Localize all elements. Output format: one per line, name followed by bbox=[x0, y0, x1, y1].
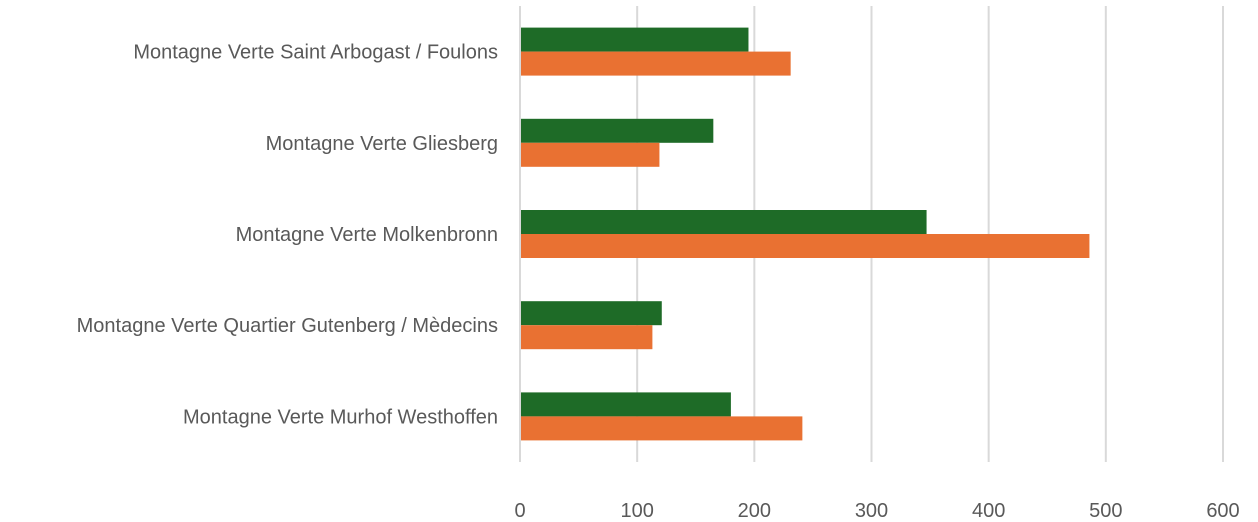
category-label: Montagne Verte Murhof Westhoffen bbox=[183, 406, 498, 428]
category-label: Montagne Verte Molkenbronn bbox=[236, 224, 498, 246]
x-tick-label: 300 bbox=[855, 500, 888, 522]
bar-series-1 bbox=[521, 27, 749, 52]
category-label: Montagne Verte Saint Arbogast / Foulons bbox=[133, 42, 498, 64]
x-tick-label: 200 bbox=[738, 500, 771, 522]
bar-series-2 bbox=[521, 416, 803, 441]
bar-series-2 bbox=[521, 234, 1090, 258]
x-axis-tick-labels: 0 100 200 300 400 500 600 bbox=[514, 500, 1239, 522]
x-tick-label: 600 bbox=[1206, 500, 1239, 522]
x-tick-label: 100 bbox=[620, 500, 653, 522]
bar-series-2 bbox=[521, 142, 660, 167]
bar-series-1 bbox=[521, 301, 662, 326]
x-tick-label: 0 bbox=[514, 500, 525, 522]
bars bbox=[521, 27, 1090, 441]
category-label: Montagne Verte Quartier Gutenberg / Mède… bbox=[77, 315, 498, 337]
bar-series-1 bbox=[521, 210, 927, 234]
x-tick-label: 500 bbox=[1089, 500, 1122, 522]
bar-series-1 bbox=[521, 392, 731, 417]
x-tick-label: 400 bbox=[972, 500, 1005, 522]
bar-series-2 bbox=[521, 51, 791, 76]
bar-series-2 bbox=[521, 325, 653, 350]
bar-series-1 bbox=[521, 118, 714, 143]
category-label: Montagne Verte Gliesberg bbox=[266, 133, 498, 155]
category-labels: Montagne Verte Saint Arbogast / Foulons M… bbox=[77, 42, 498, 429]
